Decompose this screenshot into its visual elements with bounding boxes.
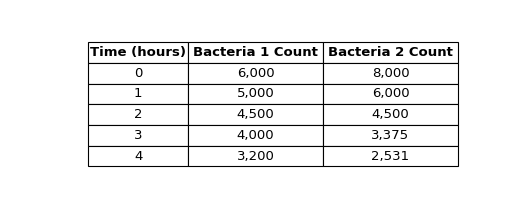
Bar (89, 84, 188, 104)
Text: 1: 1 (134, 88, 142, 100)
Bar (323, 42, 458, 63)
Bar (323, 125, 458, 146)
Text: 4,500: 4,500 (372, 108, 409, 121)
Text: 4,500: 4,500 (237, 108, 275, 121)
Text: 3: 3 (134, 129, 142, 142)
Bar (89, 104, 188, 125)
Bar (323, 104, 458, 125)
Text: 8,000: 8,000 (372, 67, 409, 80)
Bar (188, 125, 323, 146)
Text: 6,000: 6,000 (372, 88, 409, 100)
Text: 2,531: 2,531 (372, 149, 409, 163)
Bar (323, 63, 458, 84)
Bar (89, 42, 188, 63)
Text: Bacteria 2 Count: Bacteria 2 Count (328, 46, 453, 59)
Text: 3,200: 3,200 (237, 149, 275, 163)
Bar (89, 63, 188, 84)
Text: Time (hours): Time (hours) (90, 46, 186, 59)
Bar (188, 42, 323, 63)
Text: 4,000: 4,000 (237, 129, 275, 142)
Bar (188, 63, 323, 84)
Bar (188, 146, 323, 166)
Text: 6,000: 6,000 (237, 67, 275, 80)
Bar (89, 125, 188, 146)
Bar (188, 104, 323, 125)
Bar (188, 84, 323, 104)
Text: Bacteria 1 Count: Bacteria 1 Count (193, 46, 318, 59)
Text: 0: 0 (134, 67, 142, 80)
Bar (323, 84, 458, 104)
Text: 4: 4 (134, 149, 142, 163)
Text: 5,000: 5,000 (237, 88, 275, 100)
Bar (323, 146, 458, 166)
Text: 2: 2 (134, 108, 142, 121)
Text: 3,375: 3,375 (372, 129, 409, 142)
Bar (89, 146, 188, 166)
